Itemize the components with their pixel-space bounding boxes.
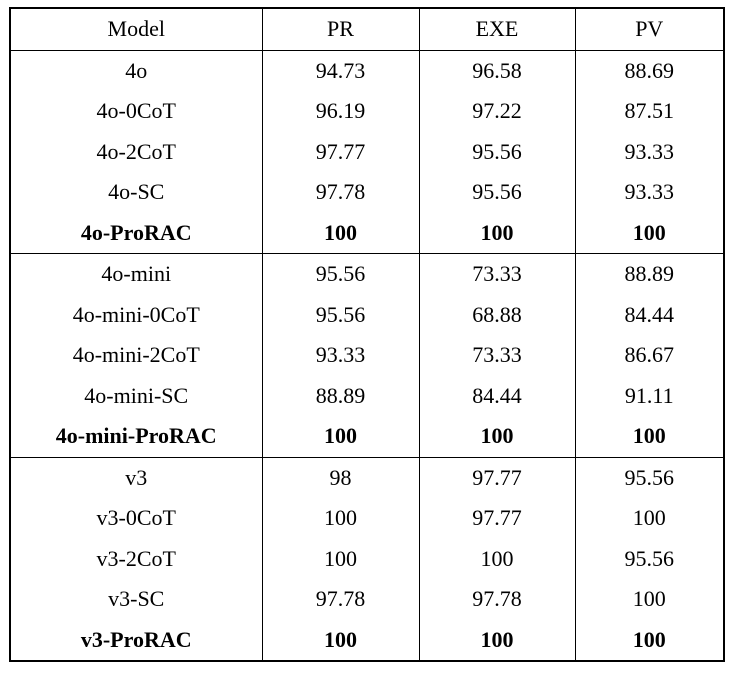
model-cell: 4o-mini-ProRAC bbox=[55, 423, 217, 449]
value-cell: 93.33 bbox=[261, 335, 419, 376]
model-cell: v3-0CoT bbox=[96, 505, 176, 531]
table-row: 4o-mini-0CoT 95.56 68.88 84.44 bbox=[10, 294, 724, 335]
table-row: v3-2CoT 100 100 95.56 bbox=[10, 538, 724, 579]
results-table: Model PR EXE PV 4o 94.73 96.58 88.69 4o-0CoT… bbox=[9, 7, 725, 662]
value-cell: 86.67 bbox=[574, 335, 724, 376]
value-cell: 100 bbox=[261, 416, 419, 457]
column-header-pv: PV bbox=[574, 8, 724, 50]
value-cell: 100 bbox=[261, 212, 419, 254]
value-cell: 97.78 bbox=[261, 172, 419, 213]
value-cell: 87.51 bbox=[574, 91, 724, 132]
value-cell: 84.44 bbox=[574, 294, 724, 335]
value-cell: 93.33 bbox=[574, 172, 724, 213]
table-row: v3-SC 97.78 97.78 100 bbox=[10, 579, 724, 620]
value-cell: 97.22 bbox=[418, 91, 575, 132]
value-cell: 84.44 bbox=[418, 375, 575, 416]
model-cell: 4o-mini bbox=[10, 253, 262, 295]
value-cell: 100 bbox=[574, 498, 724, 539]
value-cell: 95.56 bbox=[418, 131, 575, 172]
value-cell: 95.56 bbox=[261, 253, 419, 295]
value-cell: 100 bbox=[418, 212, 575, 254]
value-cell: 100 bbox=[261, 498, 419, 539]
table-row: 4o-0CoT 96.19 97.22 87.51 bbox=[10, 91, 724, 132]
value-cell: 73.33 bbox=[418, 335, 575, 376]
model-cell: 4o-mini-SC bbox=[84, 382, 189, 408]
model-cell: 4o-mini-2CoT bbox=[72, 342, 200, 368]
table-body: 4o 94.73 96.58 88.69 4o-0CoT 96.19 97.22 87.51 4… bbox=[10, 49, 724, 661]
model-cell: 4o-2CoT bbox=[96, 138, 176, 164]
table-row: 4o-mini-ProRAC 100 100 100 bbox=[10, 416, 724, 457]
table-row: 4o 94.73 96.58 88.69 bbox=[10, 49, 724, 91]
value-cell: 98 bbox=[261, 456, 419, 498]
model-cell: 4o-ProRAC bbox=[80, 219, 192, 245]
value-cell: 97.77 bbox=[261, 131, 419, 172]
model-cell: 4o-SC bbox=[108, 179, 165, 205]
table-row: 4o-mini-2CoT 93.33 73.33 86.67 bbox=[10, 335, 724, 376]
value-cell: 93.33 bbox=[574, 131, 724, 172]
table-row: v3-ProRAC 100 100 100 bbox=[10, 619, 724, 661]
column-header-pr: PR bbox=[261, 8, 419, 50]
value-cell: 96.19 bbox=[261, 91, 419, 132]
table-row: 4o-2CoT 97.77 95.56 93.33 bbox=[10, 131, 724, 172]
value-cell: 91.11 bbox=[574, 375, 724, 416]
table-header-row: Model PR EXE PV bbox=[10, 8, 724, 50]
value-cell: 100 bbox=[418, 619, 575, 661]
value-cell: 88.89 bbox=[261, 375, 419, 416]
value-cell: 100 bbox=[418, 416, 575, 457]
table-row: v3 98 97.77 95.56 bbox=[10, 456, 724, 498]
model-cell: v3-ProRAC bbox=[80, 626, 192, 652]
value-cell: 95.56 bbox=[574, 538, 724, 579]
value-cell: 88.69 bbox=[574, 49, 724, 91]
value-cell: 95.56 bbox=[418, 172, 575, 213]
table-row: v3-0CoT 100 97.77 100 bbox=[10, 498, 724, 539]
model-cell: 4o bbox=[10, 49, 262, 91]
value-cell: 68.88 bbox=[418, 294, 575, 335]
model-cell: 4o-0CoT bbox=[96, 98, 176, 124]
table-row: 4o-mini 95.56 73.33 88.89 bbox=[10, 253, 724, 295]
value-cell: 100 bbox=[574, 619, 724, 661]
column-header-exe: EXE bbox=[418, 8, 575, 50]
table-row: 4o-ProRAC 100 100 100 bbox=[10, 212, 724, 254]
value-cell: 73.33 bbox=[418, 253, 575, 295]
value-cell: 100 bbox=[261, 619, 419, 661]
value-cell: 100 bbox=[418, 538, 575, 579]
value-cell: 95.56 bbox=[261, 294, 419, 335]
value-cell: 100 bbox=[574, 416, 724, 457]
table-row: 4o-mini-SC 88.89 84.44 91.11 bbox=[10, 375, 724, 416]
value-cell: 97.78 bbox=[261, 579, 419, 620]
column-header-model: Model bbox=[107, 16, 165, 42]
value-cell: 88.89 bbox=[574, 253, 724, 295]
model-cell: v3 bbox=[10, 456, 262, 498]
model-cell: v3-2CoT bbox=[96, 545, 176, 571]
value-cell: 100 bbox=[261, 538, 419, 579]
value-cell: 97.77 bbox=[418, 498, 575, 539]
value-cell: 100 bbox=[574, 212, 724, 254]
value-cell: 94.73 bbox=[261, 49, 419, 91]
value-cell: 97.77 bbox=[418, 456, 575, 498]
value-cell: 95.56 bbox=[574, 456, 724, 498]
model-cell: 4o-mini-0CoT bbox=[72, 301, 200, 327]
value-cell: 96.58 bbox=[418, 49, 575, 91]
value-cell: 100 bbox=[574, 579, 724, 620]
model-cell: v3-SC bbox=[108, 586, 165, 612]
value-cell: 97.78 bbox=[418, 579, 575, 620]
table-row: 4o-SC 97.78 95.56 93.33 bbox=[10, 172, 724, 213]
